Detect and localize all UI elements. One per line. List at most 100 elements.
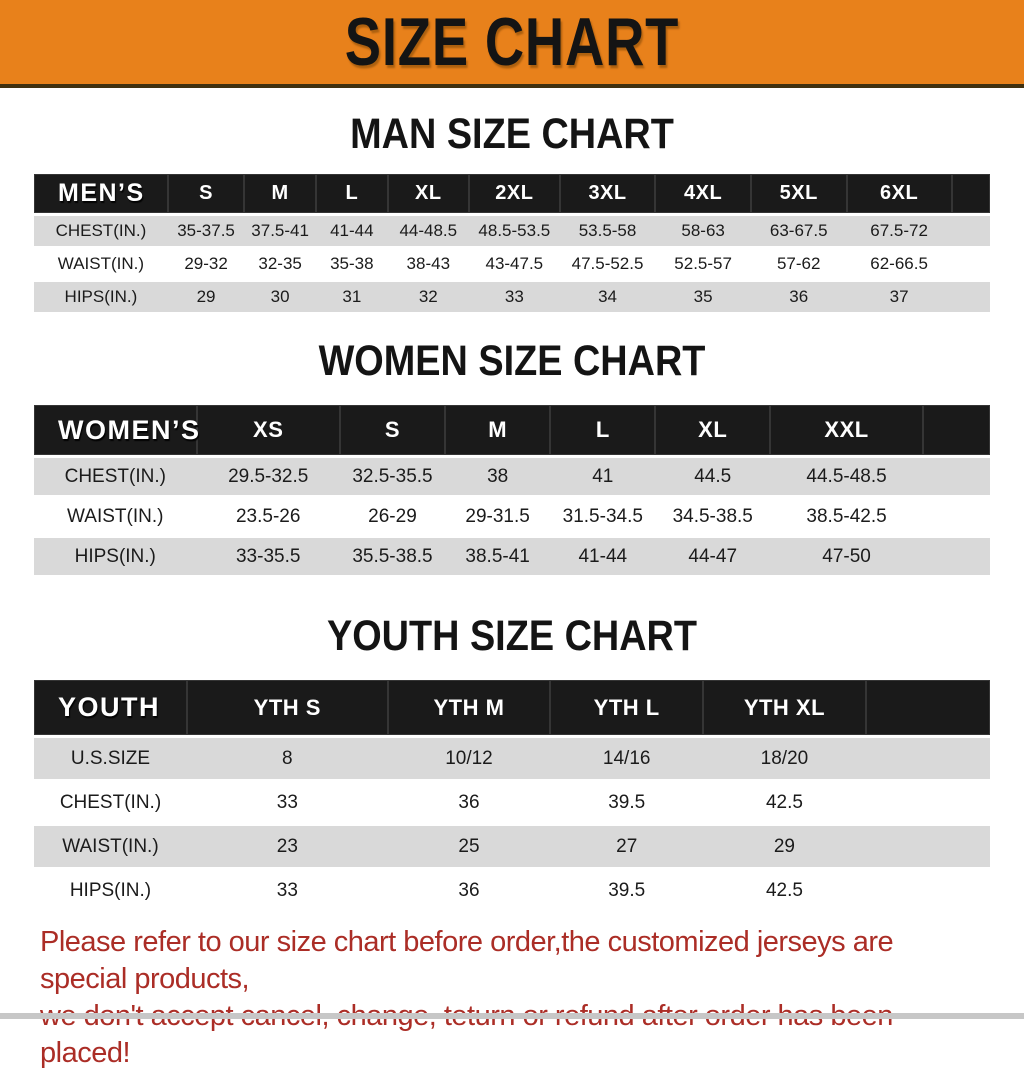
size-value-cell: 44-48.5 bbox=[387, 216, 469, 246]
table-header-row: MEN’S S M L XL 2XL 3XL 4XL 5XL 6XL bbox=[34, 174, 990, 213]
size-value-cell: 32-35 bbox=[244, 249, 316, 279]
measurement-row-label: HIPS(IN.) bbox=[34, 282, 168, 312]
size-value-cell: 32.5-35.5 bbox=[339, 458, 446, 495]
size-value-cell: 42.5 bbox=[703, 870, 866, 911]
size-value-cell: 38.5-42.5 bbox=[770, 498, 924, 535]
size-value-cell: 47.5-52.5 bbox=[559, 249, 656, 279]
row-spacer-cell bbox=[951, 216, 990, 246]
row-spacer-cell bbox=[923, 498, 990, 535]
size-value-cell: 38-43 bbox=[387, 249, 469, 279]
table-corner-label: WOMEN’S bbox=[34, 405, 199, 455]
size-value-cell: 29 bbox=[167, 282, 245, 312]
size-value-cell: 14/16 bbox=[550, 738, 704, 779]
size-value-cell: 29.5-32.5 bbox=[196, 458, 340, 495]
notice-line-2: we don't accept cancel, change, teturn o… bbox=[40, 1000, 893, 1069]
size-column-header: M bbox=[244, 174, 316, 213]
size-value-cell: 18/20 bbox=[703, 738, 866, 779]
size-column-header: M bbox=[445, 405, 551, 455]
youth-section-heading: YOUTH SIZE CHART bbox=[326, 612, 697, 660]
size-value-cell: 23 bbox=[186, 826, 388, 867]
measurement-row: CHEST(IN.) 29.5-32.5 32.5-35.5 38 41 44.5 44.5… bbox=[34, 458, 990, 495]
size-value-cell: 23.5-26 bbox=[196, 498, 340, 535]
measurement-row: WAIST(IN.) 29-32 32-35 35-38 38-43 43-47.5 47.… bbox=[34, 249, 990, 279]
size-value-cell: 32 bbox=[387, 282, 469, 312]
measurement-row: WAIST(IN.) 23 25 27 29 bbox=[34, 826, 990, 867]
size-value-cell: 33 bbox=[186, 870, 388, 911]
size-value-cell: 31 bbox=[315, 282, 388, 312]
size-value-cell: 43-47.5 bbox=[468, 249, 560, 279]
size-value-cell: 62-66.5 bbox=[846, 249, 952, 279]
women-size-table: WOMEN’S XS S M L XL XXL CHEST(IN.) 29.5-32.5 32.5… bbox=[34, 402, 990, 578]
size-value-cell: 33 bbox=[186, 782, 388, 823]
measurement-row-label: WAIST(IN.) bbox=[34, 249, 168, 279]
size-column-header: 2XL bbox=[468, 174, 560, 213]
measurement-row-label: WAIST(IN.) bbox=[34, 498, 197, 535]
size-column-header: YTH S bbox=[186, 680, 388, 735]
size-column-header: XL bbox=[387, 174, 469, 213]
measurement-row: CHEST(IN.) 33 36 39.5 42.5 bbox=[34, 782, 990, 823]
size-value-cell: 35-37.5 bbox=[167, 216, 245, 246]
size-value-cell: 57-62 bbox=[750, 249, 847, 279]
size-value-cell: 10/12 bbox=[387, 738, 551, 779]
size-value-cell: 34.5-38.5 bbox=[655, 498, 771, 535]
table-corner-label: MEN’S bbox=[34, 174, 168, 213]
size-column-header: YTH XL bbox=[703, 680, 866, 735]
size-value-cell: 35 bbox=[655, 282, 751, 312]
size-value-cell: 8 bbox=[186, 738, 388, 779]
size-value-cell: 53.5-58 bbox=[559, 216, 656, 246]
size-value-cell: 39.5 bbox=[550, 782, 704, 823]
row-spacer-cell bbox=[923, 538, 990, 575]
page-title: SIZE CHART bbox=[344, 4, 680, 80]
size-value-cell: 27 bbox=[550, 826, 704, 867]
size-column-header: S bbox=[339, 405, 446, 455]
size-value-cell: 29-31.5 bbox=[445, 498, 551, 535]
size-column-header: YTH L bbox=[550, 680, 704, 735]
size-value-cell: 47-50 bbox=[770, 538, 924, 575]
size-value-cell: 63-67.5 bbox=[750, 216, 847, 246]
size-column-header: XS bbox=[196, 405, 340, 455]
size-chart-banner: SIZE CHART bbox=[0, 0, 1024, 88]
size-column-header: 3XL bbox=[559, 174, 656, 213]
size-value-cell: 33 bbox=[468, 282, 560, 312]
size-value-cell: 52.5-57 bbox=[655, 249, 751, 279]
size-value-cell: 25 bbox=[387, 826, 551, 867]
size-column-header: 6XL bbox=[846, 174, 952, 213]
header-spacer-cell bbox=[923, 405, 990, 455]
header-spacer-cell bbox=[951, 174, 990, 213]
notice-line-1: Please refer to our size chart before or… bbox=[40, 926, 894, 995]
size-column-header: L bbox=[550, 405, 656, 455]
size-column-header: S bbox=[167, 174, 245, 213]
size-value-cell: 36 bbox=[750, 282, 847, 312]
row-spacer-cell bbox=[865, 870, 990, 911]
table-header-row: YOUTH YTH S YTH M YTH L YTH XL bbox=[34, 680, 990, 735]
size-value-cell: 29-32 bbox=[167, 249, 245, 279]
table-header-row: WOMEN’S XS S M L XL XXL bbox=[34, 405, 990, 455]
size-value-cell: 34 bbox=[559, 282, 656, 312]
size-value-cell: 37 bbox=[846, 282, 952, 312]
size-value-cell: 29 bbox=[703, 826, 866, 867]
size-column-header: 4XL bbox=[655, 174, 751, 213]
row-spacer-cell bbox=[951, 249, 990, 279]
order-notice: Please refer to our size chart before or… bbox=[0, 924, 1024, 1072]
size-value-cell: 44.5-48.5 bbox=[770, 458, 924, 495]
size-column-header: L bbox=[315, 174, 388, 213]
measurement-row: WAIST(IN.) 23.5-26 26-29 29-31.5 31.5-34.5 34… bbox=[34, 498, 990, 535]
header-spacer-cell bbox=[865, 680, 990, 735]
table-corner-label: YOUTH bbox=[34, 680, 187, 735]
size-column-header: 5XL bbox=[750, 174, 847, 213]
measurement-row: U.S.SIZE 8 10/12 14/16 18/20 bbox=[34, 738, 990, 779]
men-size-table: MEN’S S M L XL 2XL 3XL 4XL 5XL 6XL CHEST(IN.) 35-37… bbox=[34, 171, 990, 315]
youth-size-table: YOUTH YTH S YTH M YTH L YTH XL U.S.SIZE 8 10/12… bbox=[34, 677, 990, 914]
bottom-edge-strip bbox=[0, 1013, 1024, 1019]
size-value-cell: 41-44 bbox=[550, 538, 656, 575]
man-size-section: MAN SIZE CHART MEN’S S M L XL 2XL 3XL 4XL 5XL 6XL… bbox=[0, 110, 1024, 315]
measurement-row-label: WAIST(IN.) bbox=[34, 826, 187, 867]
size-value-cell: 48.5-53.5 bbox=[468, 216, 560, 246]
youth-size-section: YOUTH SIZE CHART YOUTH YTH S YTH M YTH L YTH… bbox=[0, 612, 1024, 914]
size-value-cell: 33-35.5 bbox=[196, 538, 340, 575]
size-column-header: YTH M bbox=[387, 680, 551, 735]
size-value-cell: 35.5-38.5 bbox=[339, 538, 446, 575]
measurement-row: HIPS(IN.) 33-35.5 35.5-38.5 38.5-41 41-44 44-… bbox=[34, 538, 990, 575]
size-value-cell: 44.5 bbox=[655, 458, 771, 495]
size-value-cell: 44-47 bbox=[655, 538, 771, 575]
